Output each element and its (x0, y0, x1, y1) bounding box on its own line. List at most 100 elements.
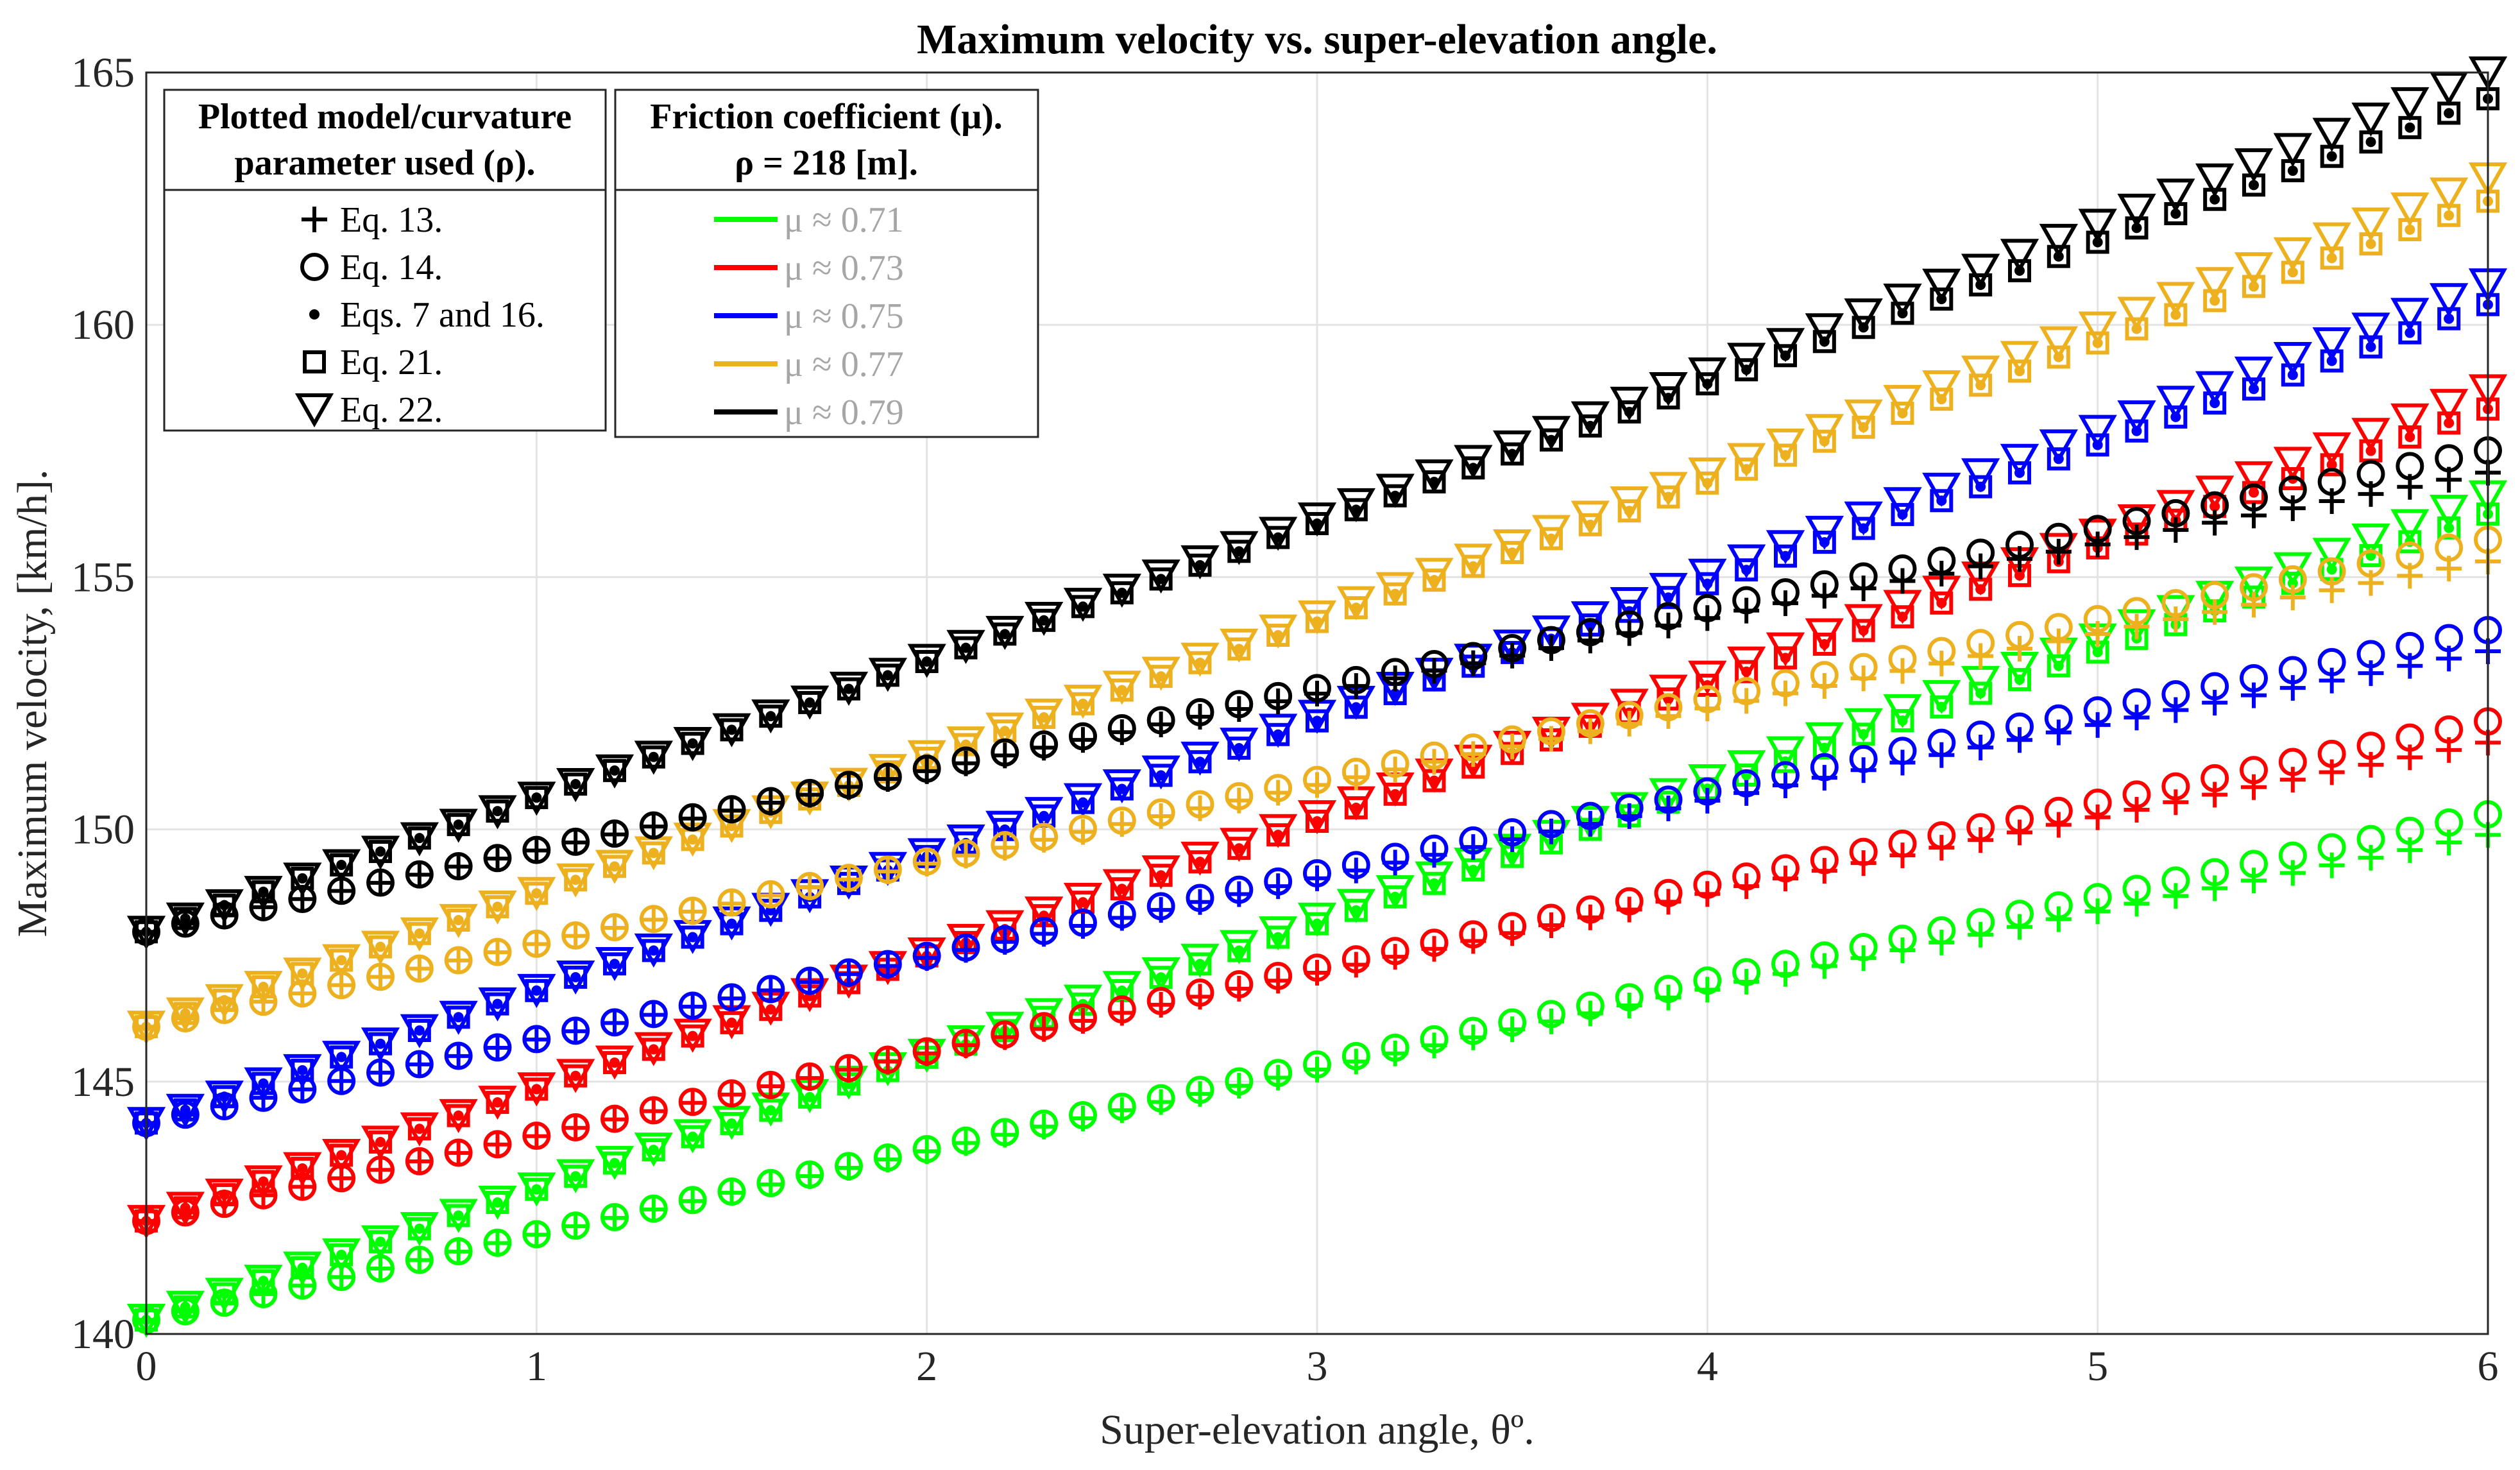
marker-eq13-plus (2279, 495, 2306, 522)
legend-color-label: μ ≈ 0.75 (784, 296, 904, 336)
marker-eq14-circle (1693, 594, 1722, 622)
marker-eq22-triangle (595, 1045, 634, 1080)
marker-eq22-triangle (985, 615, 1025, 651)
marker-eq14-circle (2122, 597, 2151, 626)
marker-eq14-circle (1576, 991, 1605, 1020)
marker-eq7_16-dot (336, 1150, 347, 1161)
marker-eq22-triangle (2390, 509, 2430, 543)
x-tick-label: 1 (526, 1343, 547, 1390)
marker-eq22-triangle (907, 937, 946, 972)
marker-eq14-circle (483, 1130, 512, 1159)
marker-eq22-triangle (2039, 429, 2078, 464)
marker-eq7_16-dot (648, 848, 659, 859)
marker-eq7_16-dot (1546, 533, 1556, 544)
marker-eq13-plus (640, 1098, 667, 1124)
marker-eq7_16-dot (726, 821, 737, 832)
marker-eq22-triangle (946, 726, 985, 761)
marker-eq22-triangle (2430, 283, 2469, 318)
marker-eq7_16-dot (531, 888, 542, 899)
marker-eq7_16-dot (1155, 972, 1166, 983)
marker-eq13-plus (2279, 767, 2306, 793)
marker-eq7_16-dot (180, 913, 191, 924)
marker-eq13-plus (2241, 774, 2267, 800)
marker-eq22-triangle (2078, 209, 2117, 243)
marker-eq22-triangle (1259, 814, 1298, 848)
marker-eq7_16-dot (258, 1276, 269, 1286)
marker-eq22-triangle (1375, 572, 1415, 606)
marker-eq22-triangle (1063, 783, 1103, 817)
marker-eq13-plus (368, 869, 393, 896)
marker-eq7_16-dot (1350, 702, 1361, 713)
marker-eq22-triangle (1727, 646, 1766, 681)
marker-eq7_16-dot (336, 860, 347, 871)
marker-eq14-circle (2161, 866, 2190, 895)
marker-eq22-triangle (439, 903, 478, 938)
marker-eq13-plus (524, 1027, 550, 1053)
marker-eq14-circle (1146, 892, 1175, 921)
marker-eq22-triangle (2273, 447, 2312, 481)
marker-eq21-square (1812, 531, 1836, 554)
marker-eq22-triangle (2000, 443, 2039, 478)
marker-eq7_16-dot (1116, 783, 1127, 794)
marker-eq7_16-dot (844, 683, 854, 694)
y-tick-label: 160 (71, 302, 135, 348)
marker-eq22-triangle (1766, 530, 1805, 565)
marker-eq14-circle (1576, 801, 1605, 830)
marker-eq14-circle (835, 1054, 863, 1082)
marker-eq22-triangle (1610, 587, 1649, 622)
marker-eq21-square (1969, 273, 1993, 297)
marker-eq7_16-dot (219, 1189, 230, 1200)
marker-eq22-triangle (673, 1018, 712, 1053)
marker-eq14-circle (1654, 975, 1683, 1004)
marker-eq7_16-dot (453, 1012, 464, 1023)
marker-eq14-circle (912, 1134, 941, 1163)
marker-eq22-triangle (439, 808, 478, 843)
marker-eq14-circle (717, 1177, 746, 1206)
marker-eq22-triangle (634, 933, 673, 968)
marker-eq14-circle (1069, 722, 1097, 751)
marker-eq13-plus (563, 1115, 589, 1141)
marker-eq7_16-dot (648, 1145, 659, 1156)
marker-eq14-circle (1303, 765, 1331, 794)
marker-eq7_16-dot (531, 985, 542, 996)
marker-eq21-square (1735, 457, 1758, 481)
marker-eq13-plus (640, 907, 667, 933)
marker-eq14-circle (1264, 1059, 1293, 1088)
marker-eq22-triangle (634, 1132, 673, 1167)
marker-eq7_16-dot (1312, 715, 1322, 726)
marker-eq7_16-dot (414, 1223, 425, 1234)
marker-eq14-circle (1888, 645, 1917, 674)
marker-eq7_16-dot (2209, 295, 2220, 306)
marker-eq7_16-dot (1350, 504, 1361, 515)
marker-eq22-triangle (517, 1072, 556, 1107)
marker-eq7_16-dot (414, 833, 425, 844)
marker-eq22-triangle (2351, 102, 2390, 137)
marker-eq14-circle (796, 1062, 824, 1091)
marker-eq13-plus (836, 866, 862, 893)
marker-eq7_16-dot (2326, 151, 2337, 162)
marker-eq14-circle (1576, 618, 1605, 647)
marker-eq22-triangle (712, 713, 751, 748)
marker-eq13-plus (2279, 585, 2306, 611)
marker-eq14-circle (600, 1008, 629, 1037)
marker-eq22-triangle (2234, 252, 2274, 287)
marker-eq22-triangle (595, 1145, 634, 1180)
marker-eq22-triangle (1727, 544, 1766, 579)
marker-eq13-plus (2241, 592, 2267, 618)
marker-eq22-triangle (1336, 889, 1375, 923)
marker-eq22-triangle (595, 850, 634, 884)
marker-eq7_16-dot (1390, 789, 1400, 799)
marker-eq7_16-dot (1195, 756, 1205, 767)
marker-eq14-circle (835, 958, 863, 987)
marker-eq14-circle (1888, 737, 1917, 765)
marker-eq7_16-dot (2326, 355, 2337, 366)
marker-eq7_16-dot (1429, 878, 1440, 889)
marker-eq22-triangle (1493, 430, 1532, 465)
marker-eq22-triangle (439, 1098, 478, 1133)
legend-marker-label: Eq. 22. (340, 390, 443, 430)
marker-eq21-square (2047, 345, 2070, 369)
marker-eq14-circle (717, 1079, 746, 1108)
marker-eq14-circle (2005, 620, 2034, 649)
marker-eq14-circle (561, 827, 590, 856)
marker-eq14-circle (2356, 640, 2385, 669)
